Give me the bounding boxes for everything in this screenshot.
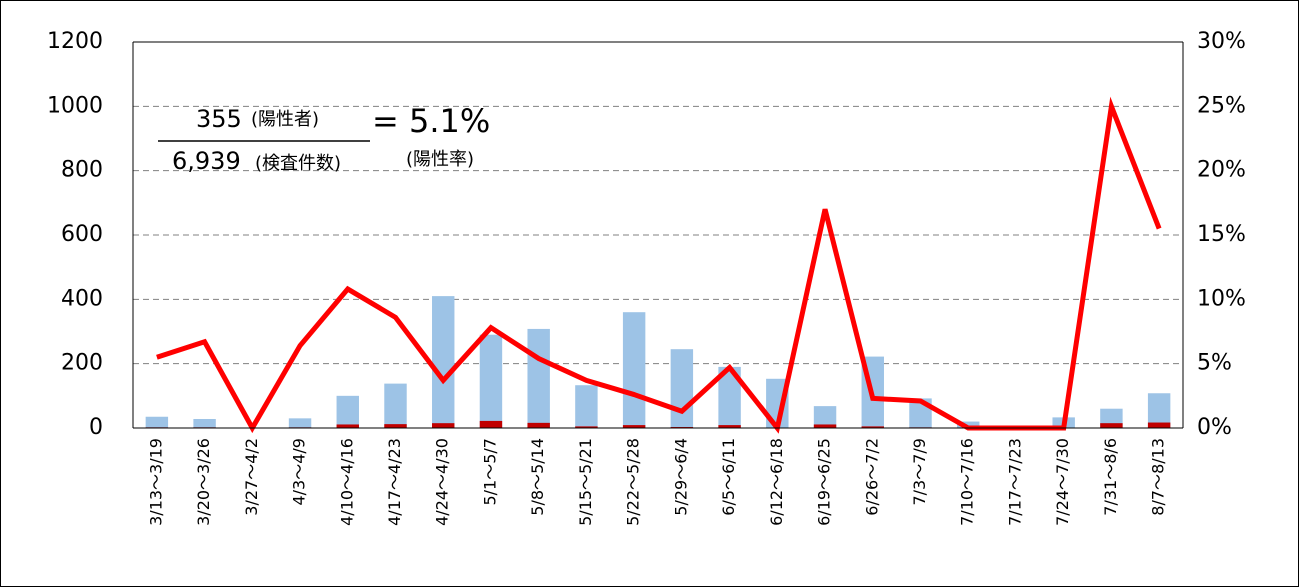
- x-tick-label: 5/22～5/28: [624, 438, 643, 526]
- x-tick-label: 3/20～3/26: [194, 438, 213, 526]
- bar: [1100, 423, 1123, 428]
- y-tick-label: 400: [61, 286, 103, 311]
- bar: [432, 423, 455, 428]
- x-tick-label: 8/7～8/13: [1149, 438, 1168, 516]
- annotation-tests: 6,939: [172, 147, 241, 175]
- bar: [193, 418, 216, 428]
- bar: [718, 366, 741, 428]
- x-tick-label: 5/29～6/4: [671, 438, 690, 516]
- y-tick-label: 600: [61, 222, 103, 247]
- bar: [479, 334, 503, 428]
- bar: [336, 395, 359, 428]
- x-tick-label: 6/5～6/11: [719, 438, 738, 516]
- x-tick-label: 4/10～4/16: [337, 438, 356, 526]
- x-tick-label: 5/8～5/14: [528, 438, 547, 516]
- x-tick-label: 4/3～4/9: [290, 438, 309, 506]
- x-tick-label: 7/24～7/30: [1053, 438, 1072, 526]
- x-tick-label: 6/19～6/25: [815, 438, 834, 526]
- y-tick-label: 800: [61, 158, 103, 183]
- y2-tick-label: 10%: [1197, 286, 1246, 311]
- bar: [384, 424, 407, 428]
- x-tick-label: 5/15～5/21: [576, 438, 595, 526]
- x-tick-label: 6/26～7/2: [862, 438, 881, 516]
- bar: [145, 416, 169, 428]
- annotation-equals: = 5.1%: [372, 102, 490, 140]
- bar: [575, 385, 598, 428]
- annotation: 355 (陽性者) = 5.1% 6,939 (検査件数) (陽性率): [158, 102, 490, 175]
- bar: [575, 426, 598, 428]
- x-tick-label: 7/17～7/23: [1005, 438, 1024, 526]
- annotation-rate-label: (陽性率): [406, 149, 474, 170]
- bar: [622, 425, 646, 428]
- y2-tick-label: 0%: [1197, 415, 1232, 440]
- bar: [479, 420, 503, 428]
- y-tick-label: 0: [89, 415, 103, 440]
- x-tick-label: 3/27～4/2: [242, 438, 261, 516]
- y2-tick-label: 20%: [1197, 158, 1246, 183]
- bar: [718, 425, 741, 428]
- bar: [1147, 393, 1171, 428]
- x-tick-label: 7/3～7/9: [910, 438, 929, 506]
- y2-tick-label: 25%: [1197, 93, 1246, 118]
- x-tick-label: 5/1～5/7: [480, 438, 499, 506]
- y2-tick-label: 5%: [1197, 351, 1232, 376]
- bar: [813, 406, 837, 428]
- x-tick-label: 4/24～4/30: [433, 438, 452, 526]
- bar: [861, 426, 884, 428]
- bar: [336, 424, 359, 428]
- bar: [622, 312, 646, 428]
- annotation-tests-label: (検査件数): [255, 153, 341, 174]
- y-tick-label: 1200: [47, 29, 103, 54]
- y2-tick-label: 15%: [1197, 222, 1246, 247]
- bar: [527, 328, 550, 428]
- x-tick-label: 7/31～8/6: [1101, 438, 1120, 516]
- x-tick-label: 6/12～6/18: [767, 438, 786, 526]
- y-tick-label: 200: [61, 351, 103, 376]
- x-tick-label: 4/17～4/23: [385, 438, 404, 526]
- annotation-positives: 355: [196, 105, 242, 133]
- bar: [813, 424, 837, 428]
- bar: [288, 418, 312, 428]
- x-tick-label: 7/10～7/16: [958, 438, 977, 526]
- y-tick-label: 1000: [47, 93, 103, 118]
- bar: [1147, 422, 1171, 428]
- annotation-positives-label: (陽性者): [251, 109, 319, 130]
- bar: [527, 422, 550, 428]
- bar: [670, 349, 694, 428]
- bar: [432, 296, 455, 428]
- y2-tick-label: 30%: [1197, 29, 1246, 54]
- bar: [384, 383, 407, 428]
- x-tick-label: 3/13～3/19: [146, 438, 165, 526]
- bar: [957, 421, 980, 428]
